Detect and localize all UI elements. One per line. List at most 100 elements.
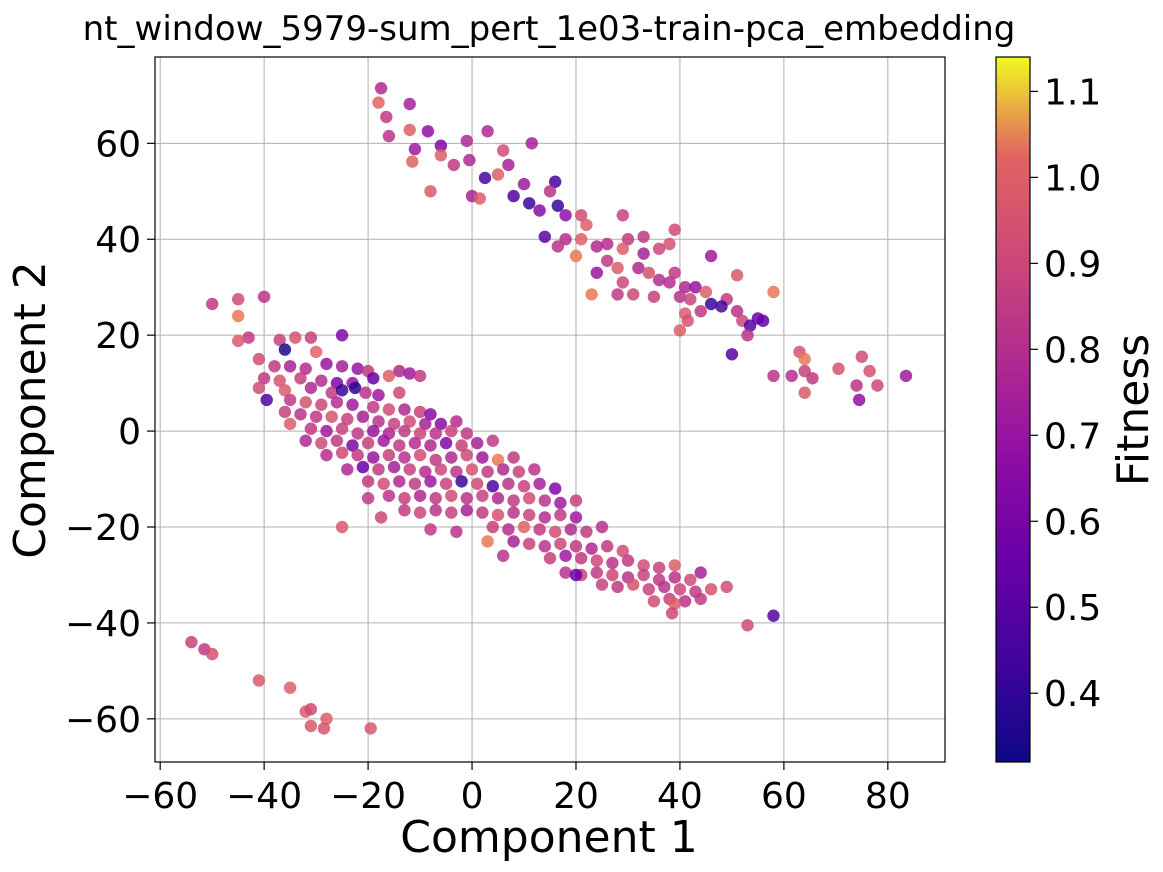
data-point [538, 230, 551, 243]
data-point [533, 523, 546, 536]
data-point [335, 422, 349, 435]
data-point [741, 329, 754, 342]
data-point [315, 398, 328, 411]
data-point [315, 436, 328, 450]
data-point [471, 477, 484, 490]
data-point [315, 374, 328, 387]
data-point [351, 427, 364, 440]
data-point [232, 334, 245, 348]
data-point [434, 417, 448, 431]
data-point [585, 542, 598, 555]
data-point [678, 595, 692, 608]
data-point [242, 331, 255, 344]
colorbar [995, 56, 1031, 763]
data-point [673, 583, 687, 596]
data-point [382, 129, 396, 143]
data-point [380, 110, 393, 124]
data-point [525, 137, 538, 150]
data-point [398, 424, 411, 438]
data-point [512, 465, 525, 478]
data-point [367, 400, 380, 414]
data-point [767, 285, 780, 299]
data-point [554, 508, 567, 522]
data-point [637, 230, 650, 243]
data-point [372, 388, 385, 402]
data-point [502, 523, 515, 536]
x-tick-label: 60 [761, 776, 807, 817]
data-point [486, 520, 499, 534]
data-point [304, 719, 318, 733]
data-point [473, 192, 486, 205]
data-point [658, 580, 671, 594]
data-point [575, 209, 588, 222]
data-point [429, 504, 442, 517]
data-point [374, 511, 388, 524]
data-point [481, 465, 494, 478]
data-point [564, 523, 577, 536]
colorbar-tick-label: 0.5 [1044, 588, 1101, 629]
data-point [538, 494, 551, 507]
data-point [523, 537, 536, 550]
colorbar-tick-label: 0.6 [1044, 502, 1101, 543]
data-point [491, 508, 505, 522]
data-point [445, 489, 458, 502]
data-point [621, 554, 635, 567]
data-point [361, 492, 375, 505]
data-point [590, 554, 603, 567]
data-point [450, 415, 463, 428]
data-point [335, 520, 349, 534]
data-point [478, 171, 492, 185]
data-point [502, 158, 515, 172]
data-point [491, 453, 505, 467]
data-point [507, 451, 520, 464]
data-point [455, 439, 468, 452]
data-point [372, 463, 385, 476]
x-axis-label: Component 1 [400, 812, 697, 863]
data-point [517, 480, 531, 493]
data-point [359, 386, 372, 399]
data-point [450, 465, 463, 478]
data-point [720, 580, 733, 594]
data-point [309, 410, 323, 423]
data-point [317, 722, 331, 735]
data-point [899, 369, 913, 383]
data-point [652, 561, 666, 574]
data-point [419, 417, 432, 431]
x-tick-label: −60 [122, 776, 198, 817]
data-point [590, 240, 603, 253]
data-point [585, 288, 598, 301]
data-point [486, 480, 499, 493]
colorbar-tick-label: 1.0 [1044, 158, 1101, 199]
data-point [767, 369, 780, 383]
data-point [320, 424, 333, 438]
data-point [356, 410, 370, 423]
data-point [642, 583, 655, 596]
data-point [668, 597, 681, 610]
data-point [730, 305, 744, 318]
y-tick-label: 60 [95, 124, 141, 165]
y-axis-ticks: −60 −40 −20 0 20 40 60 [65, 124, 155, 741]
data-point [471, 436, 484, 450]
data-point [460, 134, 473, 148]
data-point [543, 185, 557, 198]
data-point [481, 535, 494, 548]
colorbar-label: Fitness [1108, 334, 1159, 486]
data-point [460, 492, 473, 505]
data-point [455, 475, 468, 488]
data-point [413, 506, 427, 519]
data-point [663, 276, 676, 289]
data-point [551, 199, 564, 212]
data-point [476, 506, 489, 519]
data-point [704, 297, 718, 311]
data-point [413, 405, 427, 419]
data-point [351, 448, 364, 462]
data-point [434, 149, 448, 162]
data-point [637, 568, 650, 582]
data-point [627, 288, 640, 301]
data-point [637, 247, 650, 260]
chart-title: nt_window_5979-sum_pert_1e03-train-pca_e… [83, 9, 1016, 49]
data-point [335, 329, 349, 342]
data-point [278, 343, 292, 356]
data-point [257, 372, 271, 385]
data-point [434, 463, 448, 476]
